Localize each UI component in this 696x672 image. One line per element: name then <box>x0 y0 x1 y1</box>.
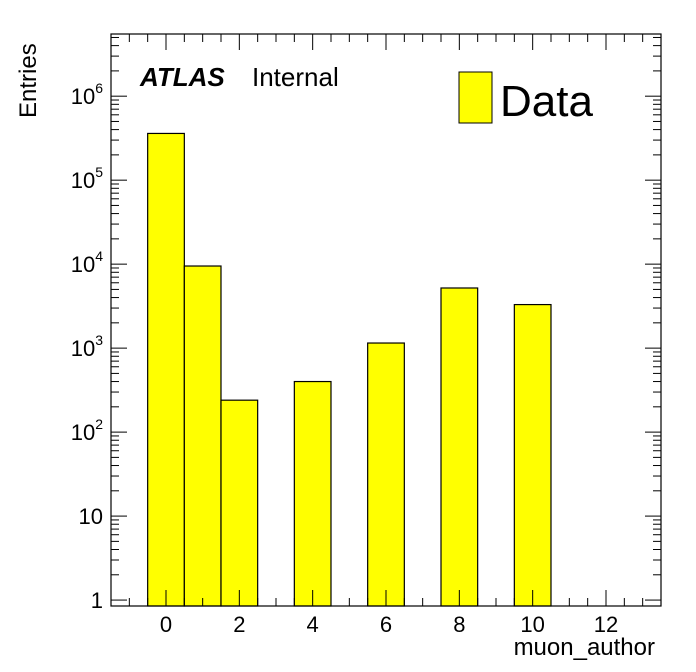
y-tick-label: 1 <box>91 588 103 613</box>
bar-2 <box>220 399 259 607</box>
y-tick-label: 105 <box>71 164 103 193</box>
x-tick-label: 0 <box>160 612 172 637</box>
x-tick-label: 12 <box>594 612 618 637</box>
x-tick-label: 2 <box>233 612 245 637</box>
x-tick-label: 10 <box>520 612 544 637</box>
y-tick-label: 106 <box>71 80 103 109</box>
legend-label: Data <box>500 77 593 126</box>
internal-label: Internal <box>252 62 339 92</box>
x-tick-label: 6 <box>380 612 392 637</box>
y-axis-title: Entries <box>15 43 42 118</box>
y-tick-label: 10 <box>79 504 103 529</box>
bar-4 <box>293 380 332 607</box>
bar-6 <box>367 342 405 607</box>
atlas-label: ATLAS <box>139 62 225 92</box>
legend-swatch <box>458 71 493 124</box>
bar-1 <box>183 265 222 607</box>
x-axis-title: muon_author <box>514 634 655 661</box>
y-tick-label: 104 <box>71 248 103 277</box>
bar-10 <box>513 303 552 607</box>
bar-8 <box>440 287 479 607</box>
axes-group: 0 2 4 6 8 10 12 1 10 102 103 104 105 106 <box>71 33 662 637</box>
y-tick-label: 103 <box>71 332 103 361</box>
bars-group <box>147 132 552 607</box>
y-tick-label: 102 <box>71 416 103 445</box>
x-tick-label: 8 <box>453 612 465 637</box>
bar-0 <box>147 132 185 607</box>
x-tick-label: 4 <box>307 612 319 637</box>
